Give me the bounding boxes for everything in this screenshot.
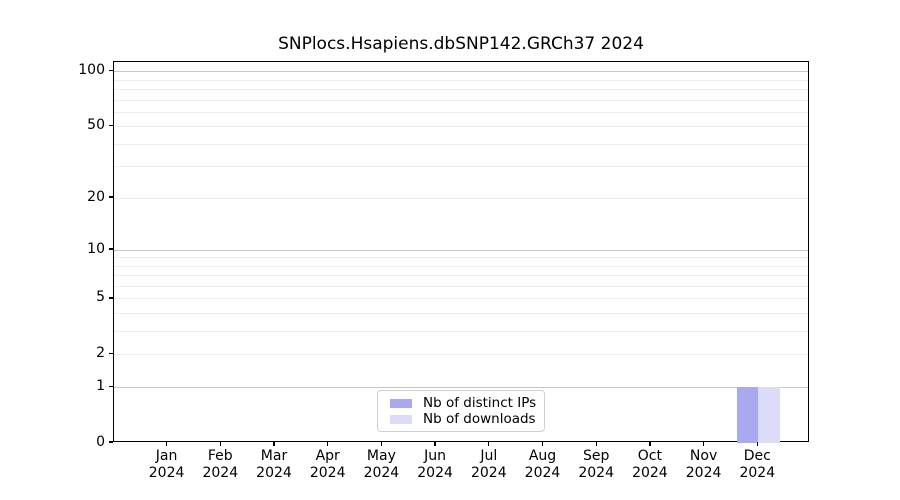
minor-gridline-6 [114, 285, 808, 287]
y-tick-0 [109, 441, 113, 443]
x-tick-label-jan: Jan 2024 [148, 448, 185, 481]
minor-gridline-9 [114, 257, 808, 259]
x-tick-label-oct: Oct 2024 [632, 448, 668, 481]
legend-swatch-downloads-icon [390, 414, 412, 424]
minor-gridline-90 [114, 79, 808, 81]
x-tick-apr [327, 442, 329, 446]
x-tick-mar [273, 442, 275, 446]
y-tick-5 [109, 297, 113, 299]
bar-nb-of-downloads-dec [758, 387, 780, 443]
y-tick-1 [109, 385, 113, 387]
minor-gridline-2 [114, 354, 808, 356]
x-tick-label-feb: Feb 2024 [202, 448, 239, 481]
legend-item-downloads: Nb of downloads [390, 411, 536, 427]
x-tick-label-jun: Jun 2024 [417, 448, 453, 481]
minor-gridline-20 [114, 197, 808, 199]
minor-gridline-50 [114, 126, 808, 128]
minor-gridline-80 [114, 88, 808, 90]
x-tick-jul [488, 442, 490, 446]
x-tick-label-may: May 2024 [363, 448, 400, 481]
plot-area [113, 61, 809, 443]
x-tick-oct [649, 442, 651, 446]
x-tick-jan [165, 442, 168, 446]
y-tick-100 [109, 70, 113, 72]
chart-title: SNPlocs.Hsapiens.dbSNP142.GRCh37 2024 [278, 34, 644, 54]
x-tick-feb [219, 442, 221, 446]
x-tick-may [380, 442, 383, 446]
x-tick-label-aug: Aug 2024 [524, 448, 561, 481]
y-tick-label-1: 1 [96, 377, 105, 394]
minor-gridline-40 [114, 143, 808, 145]
minor-gridline-60 [114, 111, 808, 113]
x-tick-label-jul: Jul 2024 [470, 448, 507, 481]
minor-gridline-5 [114, 298, 808, 300]
y-tick-2 [109, 352, 113, 355]
x-tick-dec [756, 442, 758, 446]
y-tick-label-0: 0 [96, 433, 105, 450]
x-tick-label-mar: Mar 2024 [256, 448, 292, 481]
y-tick-label-2: 2 [96, 345, 105, 362]
major-gridline-100 [114, 71, 808, 73]
minor-gridline-30 [114, 166, 808, 168]
y-tick-10 [109, 248, 113, 250]
y-tick-label-50: 50 [87, 117, 105, 134]
y-tick-label-5: 5 [96, 289, 105, 306]
legend-swatch-distinct-ips-icon [390, 398, 412, 408]
minor-gridline-8 [114, 265, 808, 267]
x-tick-label-nov: Nov 2024 [685, 448, 722, 481]
minor-gridline-7 [114, 275, 808, 277]
minor-gridline-70 [114, 99, 808, 101]
x-tick-aug [541, 442, 544, 446]
y-tick-label-20: 20 [87, 188, 105, 205]
legend-label-downloads: Nb of downloads [423, 411, 536, 427]
legend-item-distinct-ips: Nb of distinct IPs [390, 395, 537, 411]
minor-gridline-4 [114, 313, 808, 315]
y-tick-50 [109, 125, 113, 127]
y-tick-label-100: 100 [78, 62, 105, 79]
y-tick-label-10: 10 [87, 240, 105, 257]
legend: Nb of distinct IPs Nb of downloads [377, 390, 545, 432]
minor-gridline-3 [114, 330, 808, 332]
legend-label-distinct-ips: Nb of distinct IPs [423, 395, 537, 411]
x-tick-label-apr: Apr 2024 [309, 448, 346, 481]
x-tick-nov [702, 442, 705, 446]
bar-nb-of-distinct-ips-dec [736, 387, 759, 443]
x-tick-sep [595, 442, 597, 446]
x-tick-jun [434, 442, 436, 446]
y-tick-20 [109, 196, 113, 198]
major-gridline-1 [114, 386, 808, 388]
major-gridline-10 [114, 249, 808, 251]
x-tick-label-sep: Sep 2024 [578, 448, 614, 481]
x-tick-label-dec: Dec 2024 [739, 448, 776, 481]
